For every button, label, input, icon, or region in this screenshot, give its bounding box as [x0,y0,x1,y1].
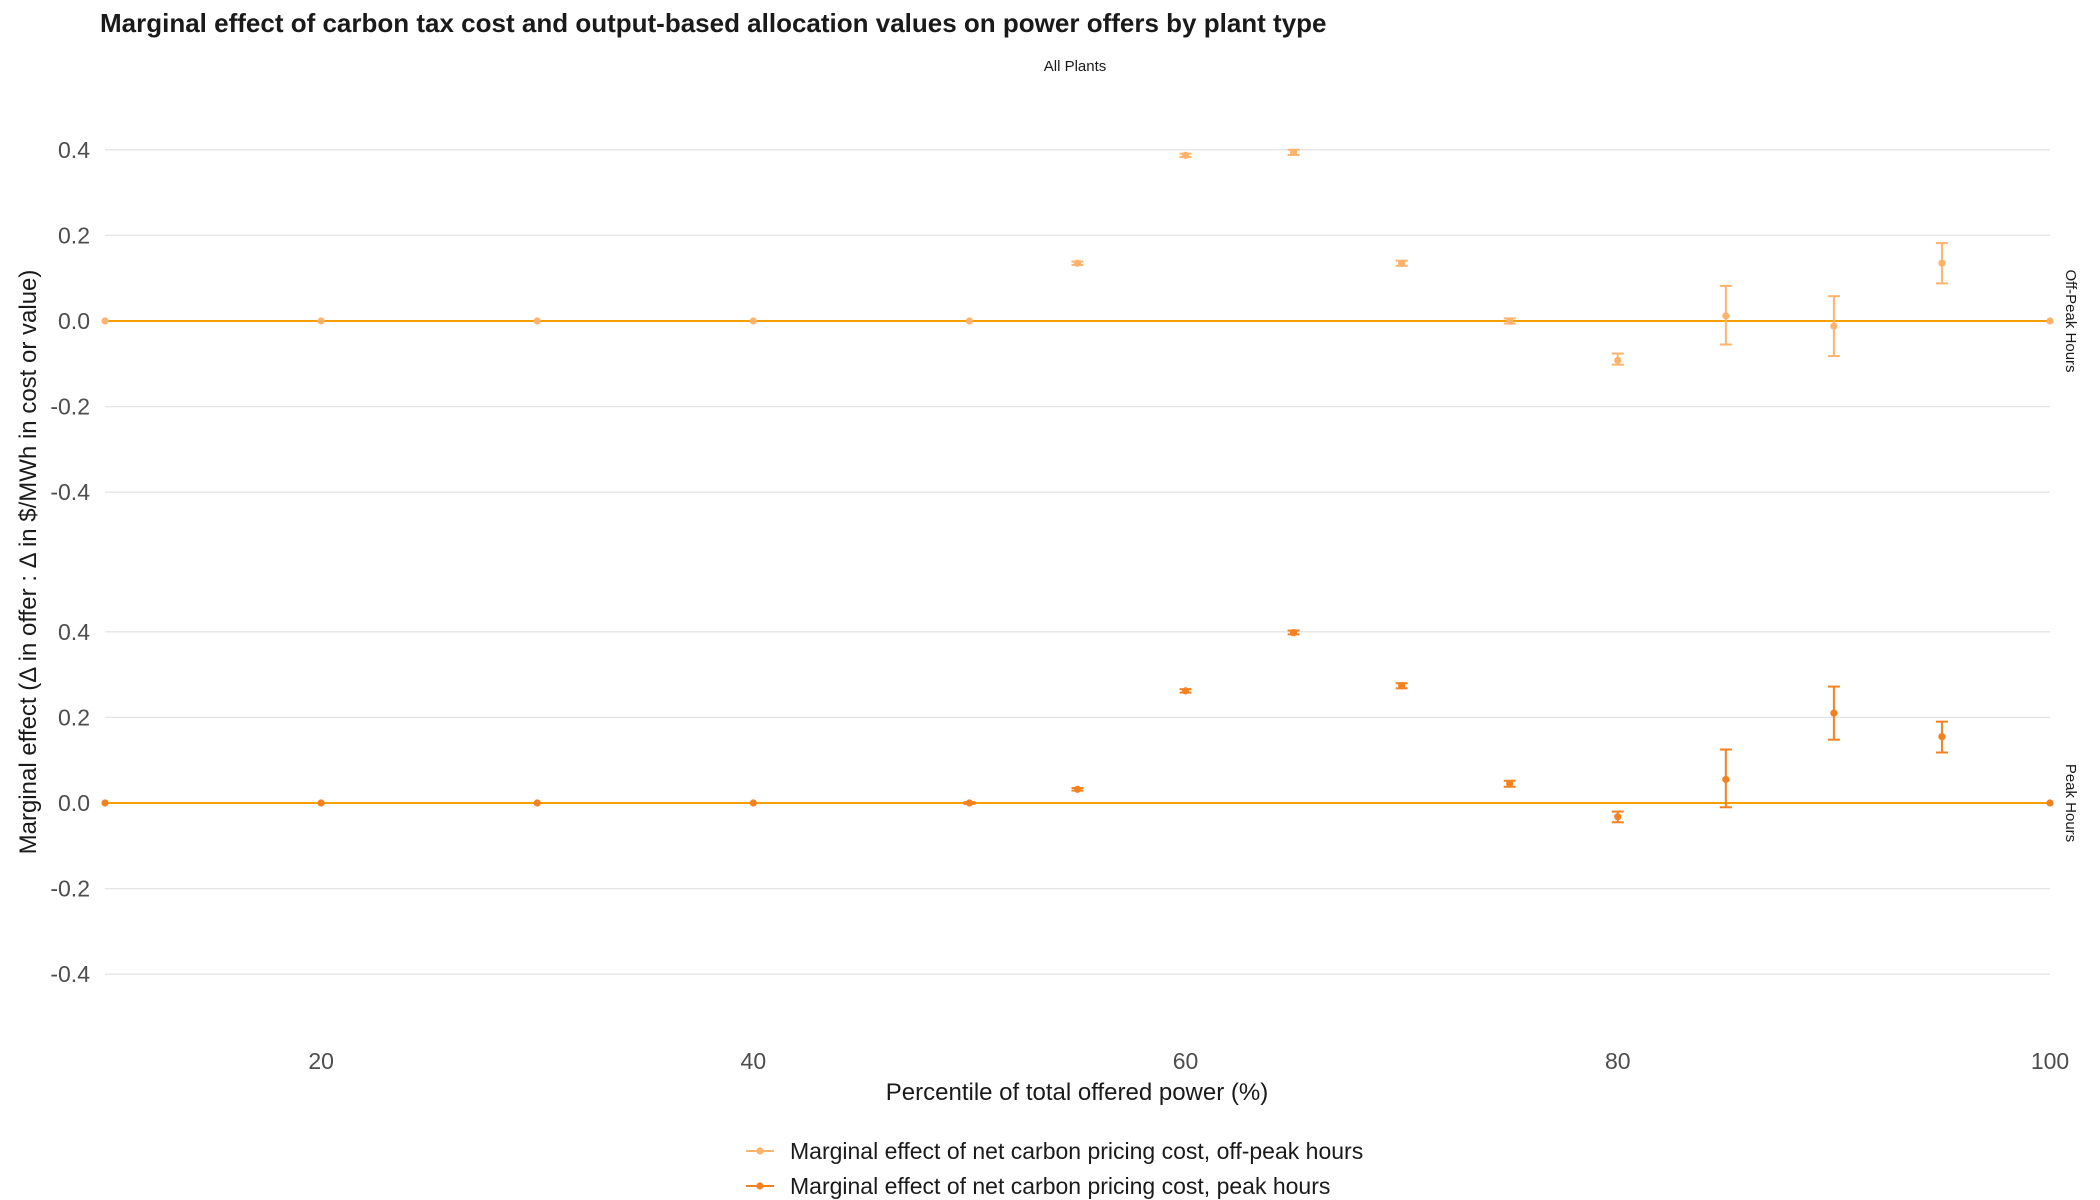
offpeak-data-point [1614,356,1622,364]
offpeak-y-tick-label: 0.2 [58,222,90,248]
legend-key-point [756,1182,764,1190]
peak-y-tick-label: 0.2 [58,704,90,730]
offpeak-data-point [1073,259,1082,267]
peak-y-tick-label: 0.4 [58,619,90,645]
legend-key-point [756,1147,764,1155]
peak-data-point [101,799,109,807]
offpeak-data-point [533,317,541,325]
x-tick-label: 80 [1605,1048,1631,1074]
peak-data-point [317,799,325,807]
offpeak-data-point [1398,259,1406,267]
offpeak-data-point [101,317,109,325]
peak-data-point [1073,785,1082,793]
x-tick-label: 60 [1173,1048,1199,1074]
offpeak-y-tick-label: -0.4 [50,479,90,505]
offpeak-data-point [1722,312,1730,320]
legend-label: Marginal effect of net carbon pricing co… [790,1138,1363,1164]
offpeak-data-point [749,317,757,325]
x-axis-title: Percentile of total offered power (%) [886,1079,1268,1106]
offpeak-data-point [1830,322,1838,330]
peak-data-point [1938,733,1946,741]
peak-data-point [749,799,757,807]
peak-data-point [1290,629,1298,637]
legend-label: Marginal effect of net carbon pricing co… [790,1173,1330,1199]
peak-y-tick-label: -0.2 [50,876,90,902]
offpeak-data-point [965,317,974,325]
offpeak-y-tick-label: 0.4 [58,137,90,163]
peak-data-point [965,799,974,807]
offpeak-y-tick-label: 0.0 [58,308,90,334]
offpeak-data-point [1506,317,1514,325]
offpeak-data-point [317,317,325,325]
chart-title: Marginal effect of carbon tax cost and o… [100,8,1327,38]
peak-data-point [533,799,541,807]
x-tick-label: 40 [741,1048,767,1074]
peak-data-point [1506,780,1514,788]
peak-panel-label: Peak Hours [2062,764,2079,842]
chart-subtitle: All Plants [1043,58,1107,75]
peak-data-point [1830,709,1838,717]
offpeak-data-point [1938,259,1946,267]
peak-data-point [1398,682,1406,690]
peak-data-point [1722,775,1730,784]
y-axis-title: Marginal effect (Δ in offer : Δ in $/MWh… [15,270,42,855]
x-tick-label: 100 [2031,1048,2069,1074]
offpeak-data-point [1290,148,1298,156]
peak-data-point [1614,813,1622,821]
offpeak-data-point [2046,317,2054,325]
peak-data-point [1181,687,1190,695]
x-tick-label: 20 [308,1048,334,1074]
peak-y-tick-label: 0.0 [58,790,90,816]
peak-y-tick-label: -0.4 [50,961,90,987]
offpeak-panel-label: Off-Peak Hours [2062,269,2079,372]
offpeak-data-point [1181,151,1190,159]
offpeak-y-tick-label: -0.2 [50,394,90,420]
peak-data-point [2046,799,2054,807]
